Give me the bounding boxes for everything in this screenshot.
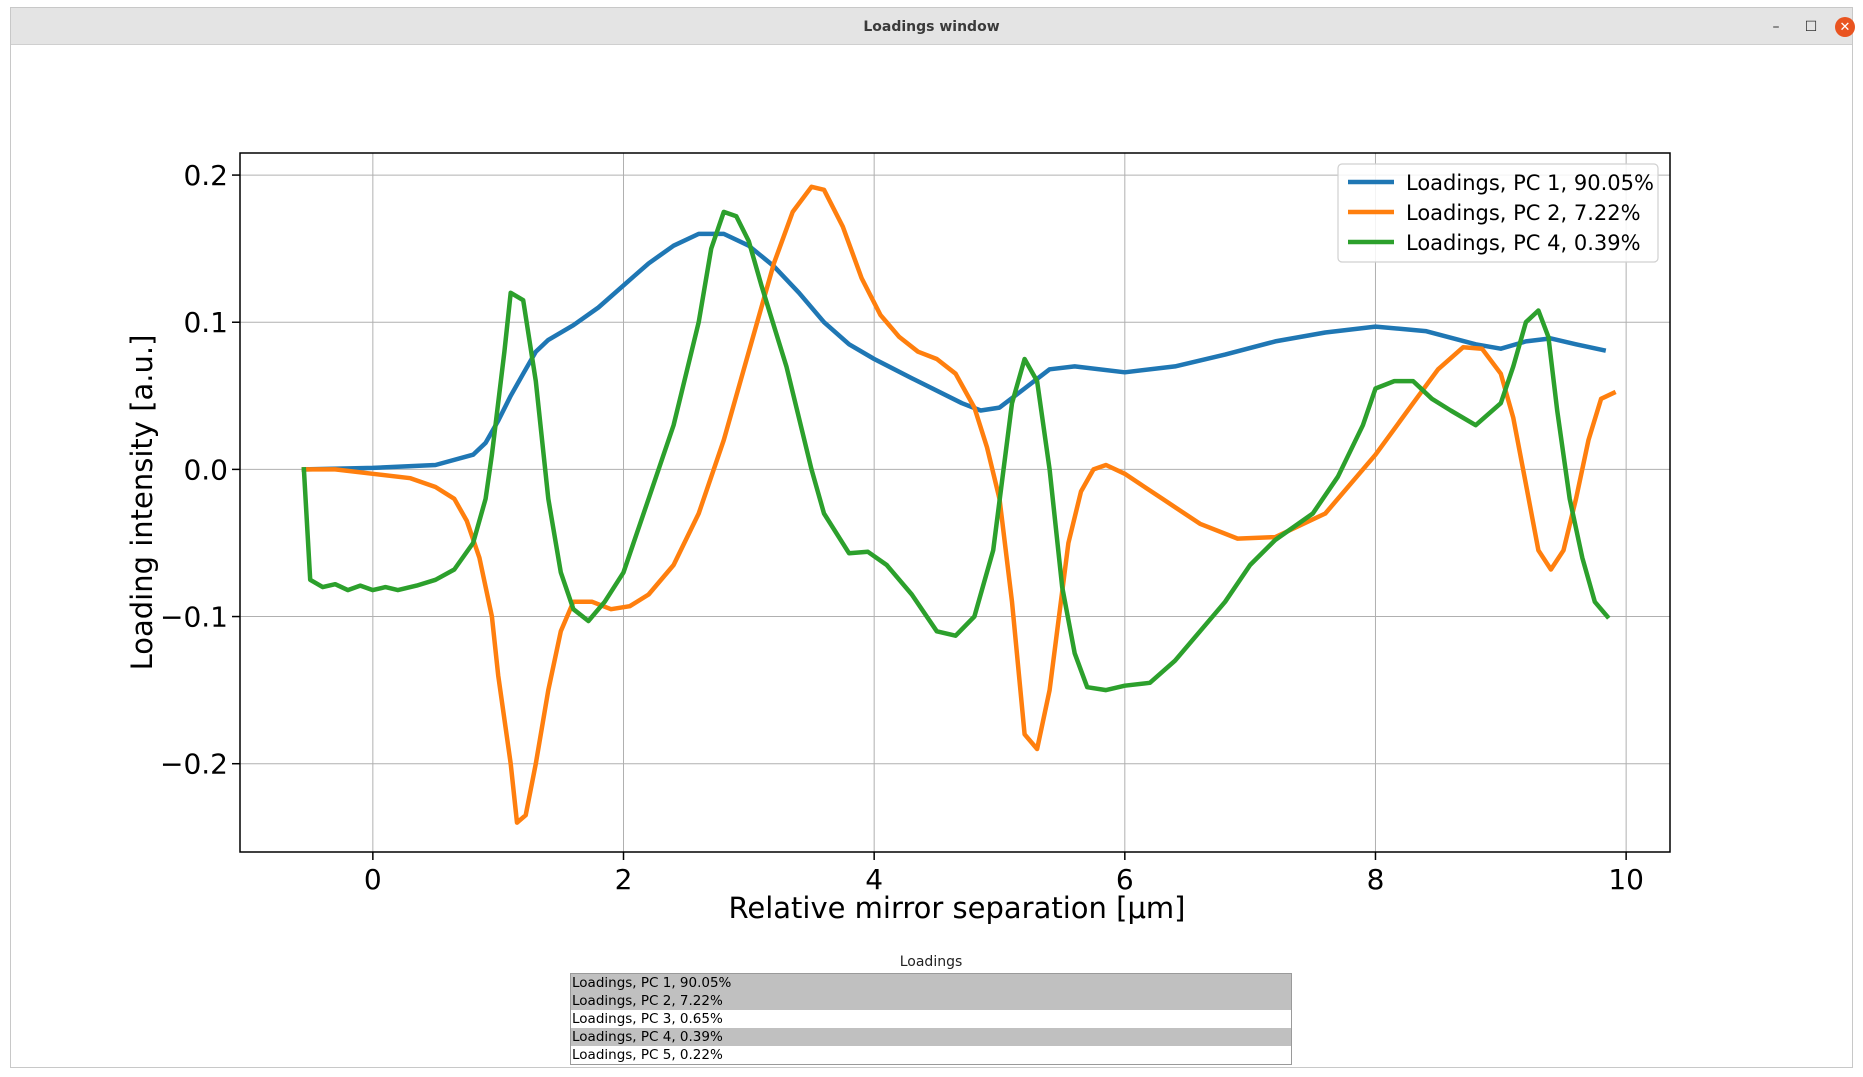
- y-tick-label: 0.2: [183, 159, 228, 192]
- x-axis-label: Relative mirror separation [μm]: [729, 891, 1186, 925]
- list-item[interactable]: Loadings, PC 5, 0.22%: [572, 1047, 723, 1063]
- x-tick-label: 4: [865, 863, 883, 896]
- list-item[interactable]: Loadings, PC 3, 0.65%: [572, 1011, 723, 1027]
- minimize-button[interactable]: –: [1772, 19, 1780, 35]
- legend: [1337, 163, 1659, 263]
- y-tick-label: −0.2: [160, 748, 228, 781]
- y-tick-label: −0.1: [160, 601, 228, 634]
- x-tick-label: 2: [615, 863, 633, 896]
- x-tick-label: 8: [1367, 863, 1385, 896]
- plot-frame: [239, 152, 1671, 853]
- series-line-pc-1: [301, 184, 1617, 825]
- y-axis-label: Loading intensity [a.u.]: [125, 335, 159, 671]
- title-bar[interactable]: Loadings window – ☐ ✕: [11, 8, 1855, 45]
- maximize-button[interactable]: ☐: [1804, 19, 1818, 35]
- x-tick-label: 0: [364, 863, 382, 896]
- list-item[interactable]: Loadings, PC 1, 90.05%: [571, 974, 1291, 992]
- legend-entry: Loadings, PC 4, 0.39%: [1406, 231, 1641, 255]
- list-caption: Loadings: [899, 954, 963, 970]
- x-tick-label: 6: [1116, 863, 1134, 896]
- list-item[interactable]: Loadings, PC 4, 0.39%: [571, 1028, 1291, 1046]
- y-tick-label: 0.0: [183, 453, 228, 486]
- series-line-pc-0: [301, 231, 1607, 472]
- loadings-list[interactable]: Loadings, PC 1, 90.05% Loadings, PC 2, 7.…: [570, 973, 1292, 1065]
- legend-entry: Loadings, PC 2, 7.22%: [1406, 201, 1641, 225]
- close-button[interactable]: ✕: [1835, 17, 1855, 37]
- legend-entry: Loadings, PC 1, 90.05%: [1406, 171, 1654, 195]
- list-item[interactable]: Loadings, PC 2, 7.22%: [571, 992, 1291, 1010]
- x-tick-label: 10: [1608, 863, 1644, 896]
- series-line-pc-2: [301, 209, 1611, 693]
- y-tick-label: 0.1: [183, 306, 228, 339]
- window-title: Loadings window: [863, 19, 1000, 35]
